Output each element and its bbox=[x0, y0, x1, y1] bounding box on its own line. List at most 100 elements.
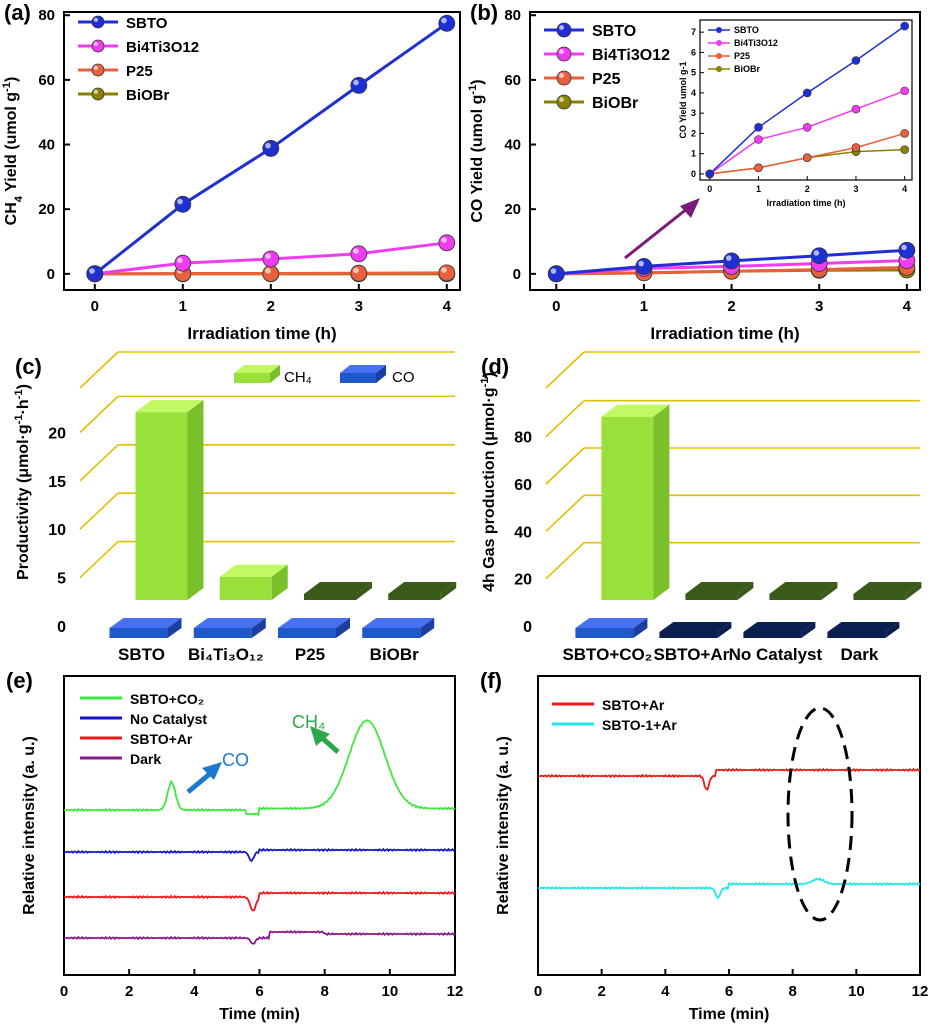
panel-c-bar-co-biobr-side bbox=[420, 618, 435, 638]
panel-a-legend-marker bbox=[91, 15, 105, 29]
panel-d-ytick-20: 20 bbox=[514, 572, 532, 589]
panel-b-inset-legend-marker bbox=[716, 40, 722, 46]
panel-c-legend-co-swatch-top bbox=[340, 365, 386, 373]
panel-c-bar-co-biobr-front bbox=[362, 628, 421, 638]
panel-c-ytick-20: 20 bbox=[48, 425, 66, 442]
panel-c-bar-ch4-sbto-side bbox=[187, 400, 204, 600]
panel-b-legend-biobr: BiOBr bbox=[592, 95, 638, 112]
panel-c-legend-co-swatch-front bbox=[340, 373, 376, 383]
panel-b-inset-point-p25-3 bbox=[851, 143, 861, 152]
panel-a-legend-marker-highlight bbox=[93, 65, 98, 70]
panel-d-bar-ch4-no-catalyst-top bbox=[769, 582, 838, 594]
panel-d-ytick-60: 60 bbox=[514, 477, 532, 494]
panel-c-bar-ch4-biobr-side bbox=[440, 582, 457, 600]
panel-d-bar-co-sbto-ar-front bbox=[659, 632, 718, 638]
panel-b-legend-sbto: SBTO bbox=[592, 23, 636, 40]
panel-c-bar-co-p25-front bbox=[277, 628, 336, 638]
panel-e-frame bbox=[63, 675, 456, 976]
panel-a-point-sbto-3 bbox=[350, 76, 368, 94]
panel-d-bar-co-no-catalyst-side bbox=[801, 622, 816, 638]
panel-b-legend-bi4ti3o12: Bi4Ti3O12 bbox=[592, 47, 670, 64]
panel-e-ch4-annotation: CH₄ bbox=[292, 712, 325, 732]
panel-b-inset-point-sbto-2 bbox=[802, 88, 812, 98]
panel-b-xtick-0: 0 bbox=[552, 298, 560, 315]
panel-d-bar-co-sbto-ar-top bbox=[659, 622, 732, 632]
panel-d-grid-diag bbox=[545, 494, 585, 532]
panel-b-inset-legend-marker bbox=[716, 53, 722, 59]
panel-c-bar-co-sbto-top bbox=[109, 618, 182, 628]
panel-b-inset-ytick-7: 7 bbox=[691, 27, 696, 37]
panel-d-grid-diag bbox=[545, 447, 585, 485]
panel-d-category-dark: Dark bbox=[840, 645, 878, 664]
panel-c-bar-ch4-bi-ti-o-side bbox=[271, 564, 288, 600]
panel-b-point-sbto-3-highlight bbox=[813, 250, 820, 256]
panel-e-legend-no-catalyst: No Catalyst bbox=[130, 711, 207, 727]
panel-a-xtick-0: 0 bbox=[91, 298, 99, 315]
panel-b-inset-point-sbto-4 bbox=[900, 21, 909, 31]
panel-a-ytick-20: 20 bbox=[38, 201, 55, 218]
panel-c-grid-diag bbox=[79, 492, 119, 530]
panel-d-bar-ch4-no-catalyst-front bbox=[769, 594, 822, 600]
panel-b-inset-legend-biobr: BiOBr bbox=[734, 64, 761, 74]
panel-a-legend-marker bbox=[91, 39, 105, 53]
panel-e-ch4-arrow-head bbox=[310, 726, 330, 746]
panel-a-point-sbto-4 bbox=[438, 14, 456, 32]
panel-b-inset-xtick-4: 4 bbox=[902, 184, 907, 194]
panel-a-legend-marker-highlight bbox=[93, 89, 98, 94]
panel-b-inset-ytick-0: 0 bbox=[691, 169, 696, 179]
panel-d-ytick-0: 0 bbox=[523, 619, 532, 636]
panel-d-bar-co-no-catalyst-top bbox=[743, 622, 816, 632]
panel-e-xtick-0: 0 bbox=[60, 983, 68, 1000]
panel-c-bar-ch4-p25-front bbox=[303, 594, 356, 600]
panel-d-bar-ch4-no-catalyst-side bbox=[821, 582, 838, 600]
panel-a-legend-marker-highlight bbox=[93, 41, 98, 47]
panel-d-bar-co-dark-front bbox=[827, 632, 886, 638]
panel-c-bar-ch4-p25-side bbox=[355, 582, 372, 600]
panel-a-legend-marker bbox=[91, 63, 105, 77]
panel-f-panel-label: (f) bbox=[480, 668, 502, 693]
panel-c-ytick-15: 15 bbox=[48, 474, 66, 491]
panel-a-point-sbto-1 bbox=[174, 195, 192, 213]
panel-d-panel-label: (d) bbox=[481, 354, 509, 379]
panel-a-point-p25-3 bbox=[350, 264, 368, 282]
panel-b-inset-point-sbto-3 bbox=[851, 56, 861, 65]
panel-b-inset-legend-sbto: SBTO bbox=[734, 25, 759, 35]
panel-d-bar-co-dark-top bbox=[827, 622, 900, 632]
panel-b-inset-point-biobr-4 bbox=[900, 145, 909, 154]
panel-a-point-p25-2-highlight bbox=[265, 267, 271, 274]
panel-b-inset-ytick-2: 2 bbox=[691, 128, 696, 138]
panel-d-ytick-40: 40 bbox=[514, 524, 532, 541]
panel-b-inset-point-p25-4 bbox=[900, 129, 909, 138]
panel-b-panel-label: (b) bbox=[470, 0, 498, 25]
panel-b-legend-marker-highlight bbox=[559, 25, 564, 30]
panel-a-xtick-4: 4 bbox=[443, 298, 452, 315]
panel-f-ylabel: Relative intensity (a. u.) bbox=[495, 736, 512, 915]
panel-e-xtick-12: 12 bbox=[447, 983, 464, 1000]
panel-d-category-sbto-co: SBTO+CO₂ bbox=[562, 645, 652, 664]
panel-c-legend-co-swatch-side bbox=[376, 365, 386, 383]
panel-a-point-bi4ti3o12-2-highlight bbox=[265, 253, 271, 259]
panel-a-xlabel: Irradiation time (h) bbox=[187, 324, 336, 343]
panel-b-point-sbto-4-highlight bbox=[901, 244, 907, 251]
panel-d-bar-ch4-sbto-co-side bbox=[653, 404, 670, 600]
panel-d-bar-co-sbto-co-top bbox=[575, 618, 648, 628]
panel-d-category-sbto-ar: SBTO+Ar bbox=[654, 645, 730, 664]
panel-f-trace-sbto-ar bbox=[537, 767, 921, 792]
panel-b-ytick-60: 60 bbox=[504, 72, 521, 89]
panel-b-legend-marker-highlight bbox=[559, 97, 564, 103]
panel-b-inset-xtick-0: 0 bbox=[707, 184, 712, 194]
panel-c-bar-ch4-biobr-front bbox=[388, 594, 441, 600]
panel-b-inset-xtick-2: 2 bbox=[805, 184, 810, 194]
panel-c-bar-ch4-bi-ti-o-top bbox=[219, 564, 288, 577]
panel-b-inset-point-bi4ti3o12-4 bbox=[900, 86, 909, 96]
panel-d-bar-ch4-sbto-co-front bbox=[601, 416, 654, 600]
panel-f-xtick-10: 10 bbox=[848, 983, 865, 1000]
panel-b-legend-marker bbox=[556, 94, 572, 110]
panel-b-ylabel: CO Yield (umol g-1) bbox=[467, 79, 486, 222]
panel-e-co-arrow-line bbox=[186, 770, 214, 794]
panel-d-grid-top-diag bbox=[545, 351, 585, 389]
panel-c-grid-diag bbox=[79, 444, 119, 482]
panel-e-xtick-6: 6 bbox=[255, 983, 263, 1000]
panel-c-bar-co-bi-ti-o-front bbox=[193, 628, 252, 638]
panel-b-legend-marker bbox=[556, 70, 572, 86]
